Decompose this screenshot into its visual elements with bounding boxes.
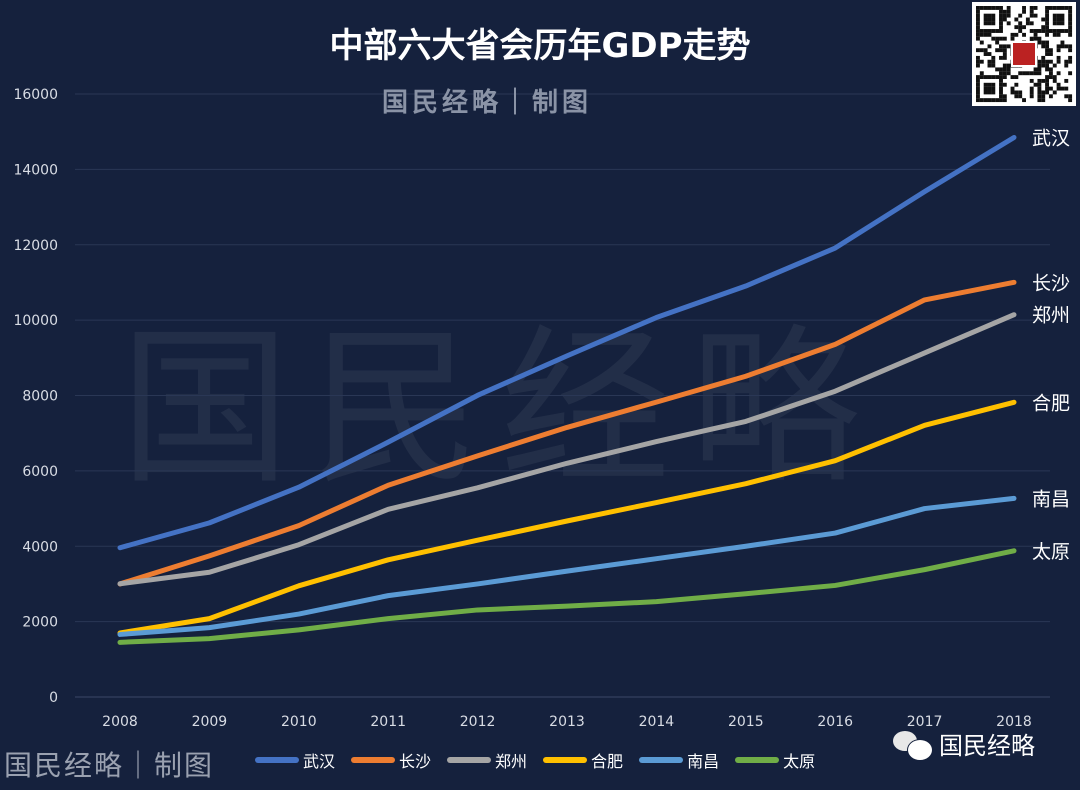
legend-label: 长沙 bbox=[399, 752, 432, 771]
legend-label: 郑州 bbox=[495, 752, 528, 771]
y-tick-label: 16000 bbox=[13, 87, 58, 103]
y-tick-label: 14000 bbox=[13, 162, 58, 178]
background-watermark: 国民经略 bbox=[120, 310, 881, 508]
series-line-1 bbox=[117, 279, 1017, 587]
legend-swatch bbox=[735, 757, 780, 763]
y-tick-label: 8000 bbox=[22, 389, 58, 405]
brand: 国民经略 bbox=[893, 726, 1035, 761]
qr-code-icon bbox=[972, 2, 1076, 106]
y-tick-label: 4000 bbox=[22, 539, 58, 555]
brand-name: 国民经略 bbox=[939, 732, 1035, 760]
series-line-0 bbox=[117, 134, 1017, 551]
legend-label: 太原 bbox=[783, 752, 816, 771]
x-tick-label: 2017 bbox=[907, 714, 943, 730]
x-tick-label: 2011 bbox=[370, 714, 406, 730]
series-line-5 bbox=[117, 548, 1017, 645]
y-tick-label: 12000 bbox=[13, 238, 58, 254]
legend-swatch bbox=[639, 757, 684, 763]
x-tick-label: 2014 bbox=[639, 714, 675, 730]
legend-label: 南昌 bbox=[687, 752, 720, 771]
legend-item: 武汉 bbox=[255, 748, 335, 772]
x-tick-label: 2008 bbox=[102, 714, 138, 730]
y-tick-label: 10000 bbox=[13, 313, 58, 329]
legend-label: 合肥 bbox=[591, 752, 624, 771]
x-tick-label: 2013 bbox=[549, 714, 585, 730]
legend-label: 武汉 bbox=[303, 752, 336, 771]
series-end-label: 南昌 bbox=[1032, 488, 1070, 510]
series-end-label: 武汉 bbox=[1032, 127, 1070, 149]
legend-swatch bbox=[255, 757, 299, 763]
series-end-label: 长沙 bbox=[1032, 272, 1070, 294]
bottom-left-watermark: 国民经略｜制图 bbox=[4, 749, 215, 782]
legend-item: 长沙 bbox=[351, 748, 431, 772]
y-tick-label: 0 bbox=[49, 690, 58, 706]
legend-item: 南昌 bbox=[639, 748, 719, 772]
x-tick-label: 2016 bbox=[817, 714, 853, 730]
series-end-label: 合肥 bbox=[1032, 392, 1070, 414]
legend-item: 合肥 bbox=[543, 748, 623, 772]
legend-item: 太原 bbox=[735, 748, 815, 772]
x-tick-label: 2010 bbox=[281, 714, 317, 730]
chart-title: 中部六大省会历年GDP走势 bbox=[329, 26, 751, 66]
x-tick-label: 2012 bbox=[460, 714, 496, 730]
x-tick-label: 2009 bbox=[192, 714, 228, 730]
series-end-label: 郑州 bbox=[1032, 305, 1070, 327]
series-end-label: 太原 bbox=[1032, 541, 1070, 563]
y-tick-label: 2000 bbox=[22, 615, 58, 631]
legend: 武汉 长沙 郑州 合肥 南昌 太原 bbox=[255, 748, 815, 772]
legend-item: 郑州 bbox=[447, 748, 527, 772]
legend-swatch bbox=[351, 757, 396, 763]
series-line-3 bbox=[117, 399, 1017, 636]
x-tick-label: 2015 bbox=[728, 714, 764, 730]
x-tick-label: 2018 bbox=[996, 714, 1032, 730]
legend-swatch bbox=[447, 757, 492, 763]
legend-swatch bbox=[543, 757, 588, 763]
top-watermark: 国民经略｜制图 bbox=[382, 88, 593, 118]
y-tick-label: 6000 bbox=[22, 464, 58, 480]
wechat-icon bbox=[893, 729, 933, 761]
